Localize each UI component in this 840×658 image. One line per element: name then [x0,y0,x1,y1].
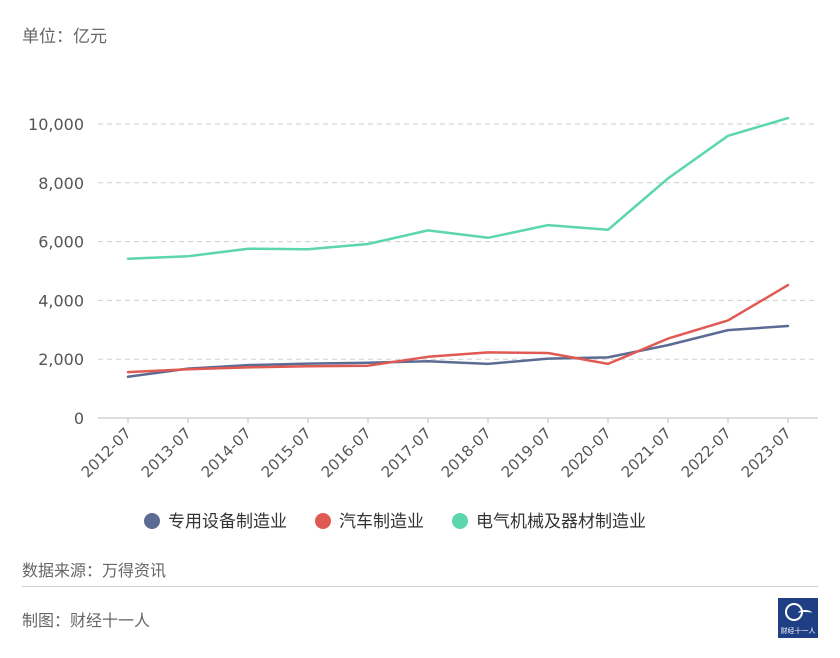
line-chart: 0 2,000 4,000 6,000 8,000 10,000 2012-07 2013-… [28,115,818,532]
legend-label: 汽车制造业 [339,512,424,532]
y-tick-label: 8,000 [38,174,84,193]
x-tick-label: 2021-07 [618,424,675,481]
x-tick-label: 2020-07 [558,424,615,481]
x-tick-label: 2014-07 [198,424,255,481]
x-tick-label: 2019-07 [498,424,555,481]
brand-logo: 财经十一人 [778,598,818,638]
legend-marker [315,513,331,529]
footer-divider [22,586,818,587]
x-tick-label: 2018-07 [438,424,495,481]
logo-text: 财经十一人 [780,627,816,635]
x-tick-label: 2016-07 [318,424,375,481]
x-tick-label: 2022-07 [678,424,735,481]
legend-label: 专用设备制造业 [168,512,287,532]
series-line [126,324,790,379]
legend: 专用设备制造业 汽车制造业 电气机械及器材制造业 [144,512,646,532]
y-tick-label: 0 [74,409,84,428]
series-line [126,283,790,374]
chart-maker-label: 制图：财经十一人 [22,611,151,630]
legend-marker [452,513,468,529]
swoosh-icon [798,610,812,616]
x-tick-label: 2023-07 [738,424,795,481]
legend-label: 电气机械及器材制造业 [476,512,646,532]
y-tick-label: 2,000 [38,350,84,369]
y-tick-label: 10,000 [28,115,84,134]
x-tick-label: 2012-07 [78,424,135,481]
y-tick-label: 4,000 [38,291,84,310]
grid-lines [98,123,818,360]
x-tick-label: 2013-07 [138,424,195,481]
y-axis: 0 2,000 4,000 6,000 8,000 10,000 [28,115,818,428]
legend-marker [144,513,160,529]
y-tick-label: 6,000 [38,233,84,252]
series-lines [126,116,790,379]
unit-label: 单位：亿元 [22,27,107,47]
x-tick-label: 2017-07 [378,424,435,481]
x-axis: 2012-07 2013-07 2014-07 2015-07 2016-07 2017-… [78,418,795,481]
series-line [126,116,790,260]
x-tick-label: 2015-07 [258,424,315,481]
data-source-label: 数据来源：万得资讯 [22,561,167,580]
